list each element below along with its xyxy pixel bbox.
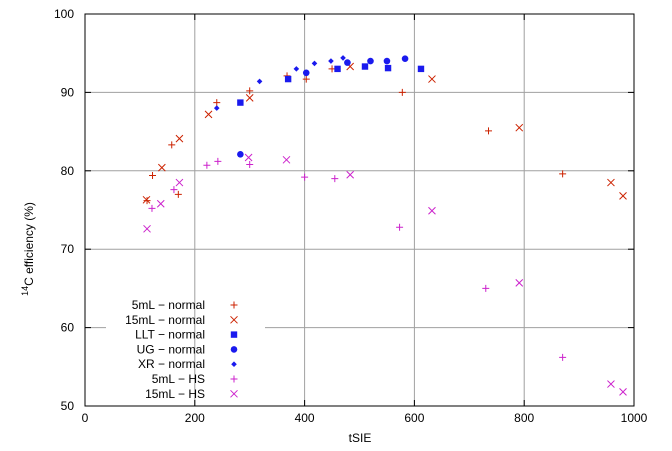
plot-border xyxy=(84,13,635,407)
data-point-plus xyxy=(559,353,567,361)
data-point-plus xyxy=(213,99,221,107)
data-point-circle xyxy=(237,151,244,158)
data-point-diamond xyxy=(340,55,346,61)
tick-labels: 0 200 400 600 800 1000 50 60 70 80 90 100 xyxy=(54,7,648,425)
data-point-plus xyxy=(398,88,406,96)
data-point-cross xyxy=(282,155,291,164)
data-point-cross xyxy=(428,75,436,83)
data-point-plus xyxy=(148,204,156,212)
data-point-diamond xyxy=(311,60,318,67)
y-tick-label: 100 xyxy=(54,7,74,21)
data-point-cross xyxy=(158,163,166,172)
data-point-cross xyxy=(515,123,524,132)
data-point-plus xyxy=(396,223,404,231)
data-point-cross xyxy=(346,170,355,179)
legend-marker-plus xyxy=(230,301,238,309)
x-tick-label: 800 xyxy=(514,411,534,425)
data-point-cross xyxy=(142,195,151,204)
data-point-cross xyxy=(607,178,615,187)
legend-marker-cross xyxy=(230,389,238,398)
data-point-square xyxy=(417,65,425,73)
data-point-plus xyxy=(203,161,211,169)
x-tick-label: 0 xyxy=(82,411,89,425)
x-tick-label: 400 xyxy=(295,411,315,425)
data-point-plus xyxy=(482,284,490,292)
y-tick-label: 90 xyxy=(61,85,75,99)
data-point-cross xyxy=(175,134,184,143)
data-point-plus xyxy=(331,175,339,183)
data-point-cross xyxy=(245,94,254,102)
data-point-cross xyxy=(143,224,151,233)
data-point-plus xyxy=(170,186,178,194)
data-point-plus xyxy=(149,172,157,180)
y-tick-label: 70 xyxy=(61,242,75,256)
data-point-plus xyxy=(174,190,182,198)
data-point-cross xyxy=(156,199,165,208)
data-point-square xyxy=(384,64,392,72)
data-point-circle xyxy=(401,55,409,62)
data-point-cross xyxy=(244,153,253,162)
data-point-circle xyxy=(302,69,310,77)
y-tick-label: 80 xyxy=(61,164,75,178)
data-point-square xyxy=(361,63,369,70)
legend-marker-plus xyxy=(230,375,238,383)
data-point-plus xyxy=(168,141,176,149)
y-tick-label: 50 xyxy=(61,399,75,413)
data-point-circle xyxy=(344,59,351,66)
y-axis-label-text: C efficiency (%) xyxy=(22,202,36,286)
data-point-plus xyxy=(302,75,310,83)
data-point-cross xyxy=(428,206,436,215)
data-point-cross xyxy=(515,279,524,287)
data-point-diamond xyxy=(328,58,334,64)
data-point-square xyxy=(284,75,292,83)
legend-marker-cross xyxy=(230,315,238,324)
data-point-diamond xyxy=(213,105,220,111)
x-tick-label: 200 xyxy=(185,411,205,425)
data-point-plus xyxy=(485,127,493,135)
legend-marker-circle xyxy=(230,346,238,353)
data-point-diamond xyxy=(293,66,300,72)
data-point-plus xyxy=(301,173,309,181)
legend-label: LLT − normal xyxy=(135,328,205,342)
data-point-cross xyxy=(619,192,627,200)
data-point-square xyxy=(237,99,244,106)
plot-frame xyxy=(84,13,635,407)
legend-marker-diamond xyxy=(231,361,237,367)
data-point-cross xyxy=(619,388,627,396)
legend-label: 15mL − HS xyxy=(145,387,205,401)
x-tick-label: 1000 xyxy=(621,411,648,425)
data-point-cross xyxy=(607,380,615,388)
data-point-circle xyxy=(383,57,391,65)
data-point-plus xyxy=(246,161,254,169)
y-tick-label: 60 xyxy=(61,321,75,335)
data-point-plus xyxy=(214,157,222,165)
data-point-cross xyxy=(204,110,213,119)
legend-label: XR − normal xyxy=(138,357,205,371)
data-point-plus xyxy=(246,87,254,95)
legend-marker-square xyxy=(230,331,238,338)
data-point-circle xyxy=(367,57,374,65)
legend-label: UG − normal xyxy=(137,342,205,356)
data-points xyxy=(142,55,627,396)
legend-label: 15mL − normal xyxy=(125,313,205,327)
data-point-plus xyxy=(559,170,567,178)
x-tick-label: 600 xyxy=(404,411,424,425)
legend-label: 5mL − normal xyxy=(132,298,205,312)
legend-label: 5mL − HS xyxy=(152,372,205,386)
data-point-cross xyxy=(175,178,184,187)
data-point-square xyxy=(334,65,341,73)
data-point-diamond xyxy=(256,78,263,85)
x-axis-label: tSIE xyxy=(349,431,372,445)
y-axis-label: 14C efficiency (%) xyxy=(20,202,36,296)
y-axis-label-superscript: 14 xyxy=(20,286,30,296)
